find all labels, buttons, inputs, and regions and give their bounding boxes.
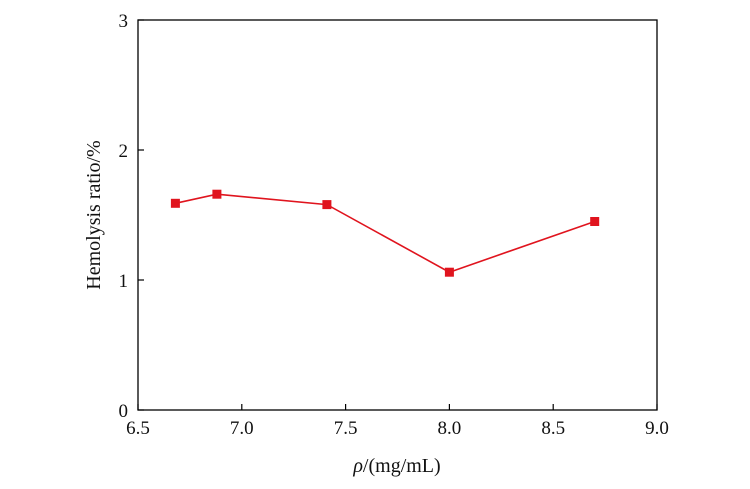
data-point-marker [322, 200, 332, 210]
x-tick-label: 7.0 [230, 418, 254, 439]
x-tick-label: 6.5 [126, 418, 150, 439]
x-tick-label: 8.5 [541, 418, 565, 439]
y-axis-label: Hemolysis ratio/% [83, 140, 105, 289]
y-tick-label: 3 [119, 11, 129, 32]
tick-labels-layer: 6.5 7.0 7.5 8.0 8.5 9.0 0 1 2 3 [119, 11, 669, 439]
series-line [175, 193, 595, 274]
data-point-marker [212, 189, 222, 199]
series-layer [170, 189, 600, 277]
data-point-marker [170, 198, 180, 208]
data-point-marker [590, 217, 600, 226]
x-tick-label: 9.0 [645, 418, 669, 439]
y-tick-label: 2 [119, 141, 129, 162]
plot-frame [137, 19, 658, 411]
x-axis-label-unit: /(mg/mL) [363, 455, 441, 477]
x-axis-label-symbol: ρ [352, 455, 363, 477]
y-tick-label: 0 [119, 401, 129, 422]
x-tick-label: 7.5 [334, 418, 358, 439]
y-tick-label: 1 [119, 271, 129, 292]
x-axis-label: ρ/(mg/mL) [352, 455, 440, 477]
data-point-marker [444, 267, 454, 277]
ticks-layer [137, 19, 658, 411]
x-tick-label: 8.0 [438, 418, 462, 439]
